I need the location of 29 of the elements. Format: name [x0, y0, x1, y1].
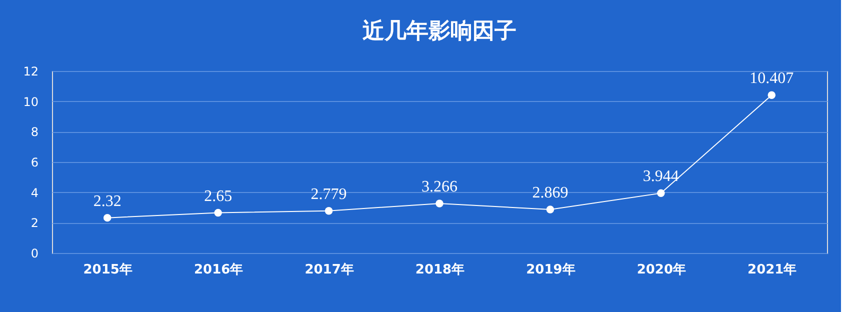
chart-title: 近几年影响因子 [362, 19, 516, 44]
data-label: 10.407 [750, 70, 794, 88]
y-tick-label: 0 [30, 246, 38, 260]
x-tick-label: 2020年 [636, 262, 686, 278]
x-tick-label: 2018年 [415, 262, 465, 278]
x-tick-label: 2021年 [748, 262, 797, 278]
data-label: 2.65 [204, 188, 232, 205]
point [103, 214, 112, 222]
data-label: 2.32 [93, 192, 122, 210]
data-label: 2.869 [532, 184, 568, 202]
x-tick-label: 2019年 [526, 262, 576, 278]
point [324, 206, 333, 215]
data-label: 3.944 [642, 168, 679, 186]
y-tick-label: 4 [30, 186, 38, 200]
x-tick-label: 2016年 [194, 262, 244, 278]
data-label: 3.266 [422, 178, 458, 196]
point [214, 208, 222, 217]
y-tick-label: 8 [30, 125, 38, 140]
x-tick-label: 2017年 [304, 262, 354, 278]
y-tick-label: 12 [23, 64, 38, 78]
point [657, 189, 665, 198]
y-tick-label: 6 [30, 156, 38, 170]
x-tick-label: 2015年 [83, 262, 132, 278]
y-tick-label: 2 [30, 216, 38, 230]
point [768, 91, 776, 100]
y-tick-label: 10 [23, 94, 38, 109]
data-label: 2.779 [310, 186, 347, 203]
point [546, 206, 554, 214]
point [436, 200, 444, 208]
